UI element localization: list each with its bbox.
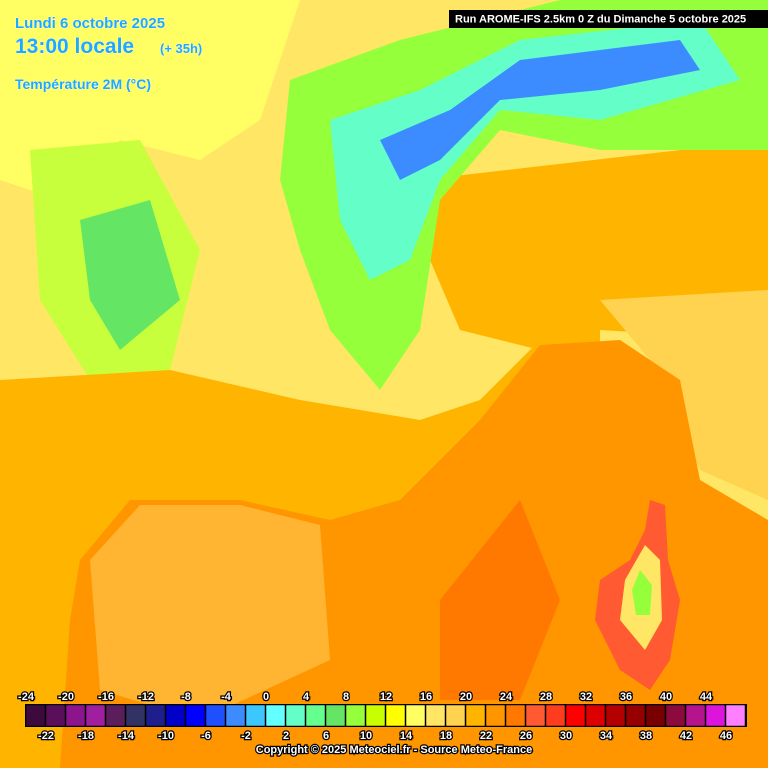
parameter-label: Température 2M (°C) <box>15 76 151 92</box>
forecast-lead: (+ 35h) <box>160 41 202 56</box>
legend-label: 14 <box>400 730 413 742</box>
legend-label: 6 <box>323 730 329 742</box>
legend-label: 46 <box>720 730 732 742</box>
legend-swatch <box>465 704 486 727</box>
legend-label: 28 <box>540 691 552 703</box>
legend-label: 4 <box>303 691 310 703</box>
legend-swatch <box>65 704 86 727</box>
legend-label: 24 <box>500 691 513 703</box>
legend-swatch <box>405 704 426 727</box>
legend-swatch <box>125 704 146 727</box>
legend-swatch <box>685 704 706 727</box>
legend-swatch <box>345 704 366 727</box>
legend-swatch <box>105 704 126 727</box>
legend-label: -14 <box>118 730 135 742</box>
forecast-date: Lundi 6 octobre 2025 <box>15 15 165 32</box>
legend-label: 12 <box>380 691 392 703</box>
legend-swatch <box>265 704 286 727</box>
legend-swatch <box>205 704 226 727</box>
gulf-of-lion <box>90 505 330 720</box>
legend-swatch <box>25 704 46 727</box>
run-banner <box>449 10 768 28</box>
legend-swatch <box>665 704 686 727</box>
legend-label: -4 <box>221 691 232 703</box>
apennines <box>600 290 768 500</box>
legend-label: -8 <box>181 691 191 703</box>
legend-swatch <box>645 704 666 727</box>
legend-swatch <box>385 704 406 727</box>
legend-swatch <box>725 704 746 727</box>
legend-label: 10 <box>360 730 372 742</box>
legend-label: -16 <box>98 691 114 703</box>
legend-swatch <box>545 704 566 727</box>
legend-label: -6 <box>201 730 211 742</box>
legend-label: -20 <box>58 691 74 703</box>
run-info: Run AROME-IFS 2.5km 0 Z du Dimanche 5 oc… <box>455 13 746 25</box>
legend-label: 8 <box>343 691 349 703</box>
legend-swatch <box>145 704 166 727</box>
legend-label: 22 <box>480 730 492 742</box>
legend-label: -2 <box>241 730 251 742</box>
legend-label: 34 <box>600 730 613 742</box>
legend-label: 0 <box>263 691 269 703</box>
legend-label: 16 <box>420 691 432 703</box>
legend-swatch <box>165 704 186 727</box>
legend-label: -12 <box>138 691 154 703</box>
corsica-peaks <box>632 570 652 615</box>
legend-label: 26 <box>520 730 532 742</box>
legend-label: 18 <box>440 730 452 742</box>
legend-swatch <box>45 704 66 727</box>
legend-label: -24 <box>18 691 35 703</box>
legend-label: 44 <box>700 691 713 703</box>
legend-swatch <box>285 704 306 727</box>
legend-swatch <box>305 704 326 727</box>
alps-peaks <box>380 40 700 180</box>
sea-warm <box>440 500 560 700</box>
legend-label: 36 <box>620 691 632 703</box>
legend-swatch <box>585 704 606 727</box>
copyright: Copyright © 2025 Meteociel.fr - Source M… <box>256 744 532 756</box>
legend-label: 32 <box>580 691 592 703</box>
legend-swatch <box>245 704 266 727</box>
legend-label: -22 <box>38 730 54 742</box>
legend-swatch <box>485 704 506 727</box>
legend-swatch <box>525 704 546 727</box>
legend-swatch <box>605 704 626 727</box>
legend-swatch <box>505 704 526 727</box>
legend-swatch <box>225 704 246 727</box>
legend-swatch <box>625 704 646 727</box>
legend-swatch <box>425 704 446 727</box>
legend-swatch <box>185 704 206 727</box>
legend-label: 38 <box>640 730 652 742</box>
legend-label: 30 <box>560 730 572 742</box>
legend-swatch <box>325 704 346 727</box>
forecast-time: 13:00 locale <box>15 35 134 58</box>
legend-swatch <box>705 704 726 727</box>
legend-swatch <box>365 704 386 727</box>
legend-label: 42 <box>680 730 692 742</box>
legend-swatch <box>565 704 586 727</box>
legend-swatch <box>85 704 106 727</box>
legend: -24-22-20-18-16-14-12-10-8-6-4-202468101… <box>17 690 747 743</box>
legend-label: 20 <box>460 691 472 703</box>
legend-label: 2 <box>283 730 289 742</box>
legend-label: 40 <box>660 691 672 703</box>
legend-label: -18 <box>78 730 94 742</box>
legend-label: -10 <box>158 730 174 742</box>
alps-high <box>330 20 740 280</box>
legend-swatch <box>445 704 466 727</box>
massif-central-high <box>80 200 180 350</box>
